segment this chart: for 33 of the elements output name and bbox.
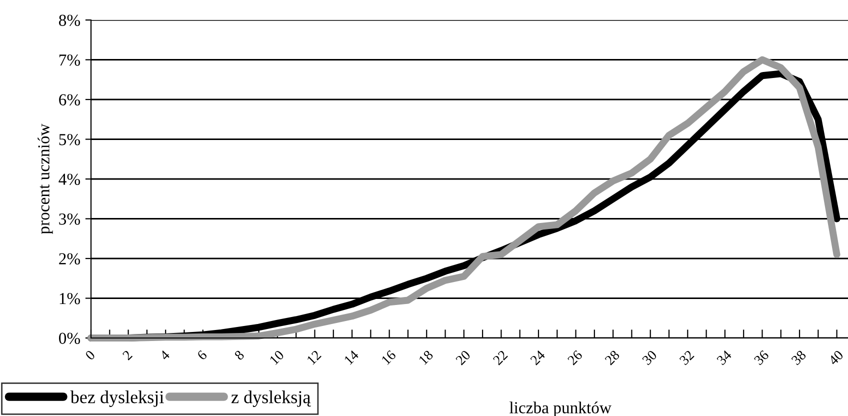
x-tick-label: 2	[122, 350, 133, 360]
y-tick-label: 4%	[58, 174, 80, 185]
x-tick-label: 40	[828, 350, 844, 366]
x-tick-label: 34	[716, 350, 732, 366]
x-tick-label: 12	[306, 350, 322, 365]
y-tick-label: 2%	[59, 253, 80, 264]
x-tick-label: 20	[455, 350, 471, 366]
x-tick-label: 26	[567, 350, 583, 366]
legend-label: bez dysleksji	[70, 390, 164, 407]
x-tick-label: 36	[754, 350, 770, 366]
x-tick-label: 0	[84, 350, 96, 361]
x-tick-label: 14	[344, 350, 360, 365]
y-axis-title: procent uczniów	[38, 124, 53, 234]
y-tick-label: 3%	[59, 213, 80, 225]
x-tick-label: 16	[381, 350, 396, 365]
x-tick-label: 32	[679, 350, 694, 366]
x-tick-label: 22	[492, 350, 508, 366]
y-tick-label: 7%	[59, 54, 80, 66]
y-tick-label: 5%	[59, 134, 80, 146]
x-tick-label: 28	[604, 350, 620, 366]
x-tick-label: 30	[642, 350, 658, 366]
y-tick-label: 6%	[59, 94, 80, 106]
legend-label: z dysleksją	[231, 390, 311, 407]
x-tick-label: 24	[530, 350, 546, 366]
y-tick-label: 1%	[60, 292, 80, 304]
x-tick-label: 4	[159, 350, 170, 361]
x-tick-label: 18	[418, 350, 434, 365]
y-tick-label: 0%	[59, 332, 80, 344]
x-tick-label: 8	[234, 350, 245, 361]
x-tick-label: 38	[790, 350, 807, 366]
x-tick-label: 10	[269, 350, 284, 365]
x-tick-label: 6	[196, 350, 208, 361]
y-tick-label: 8%	[59, 14, 80, 26]
